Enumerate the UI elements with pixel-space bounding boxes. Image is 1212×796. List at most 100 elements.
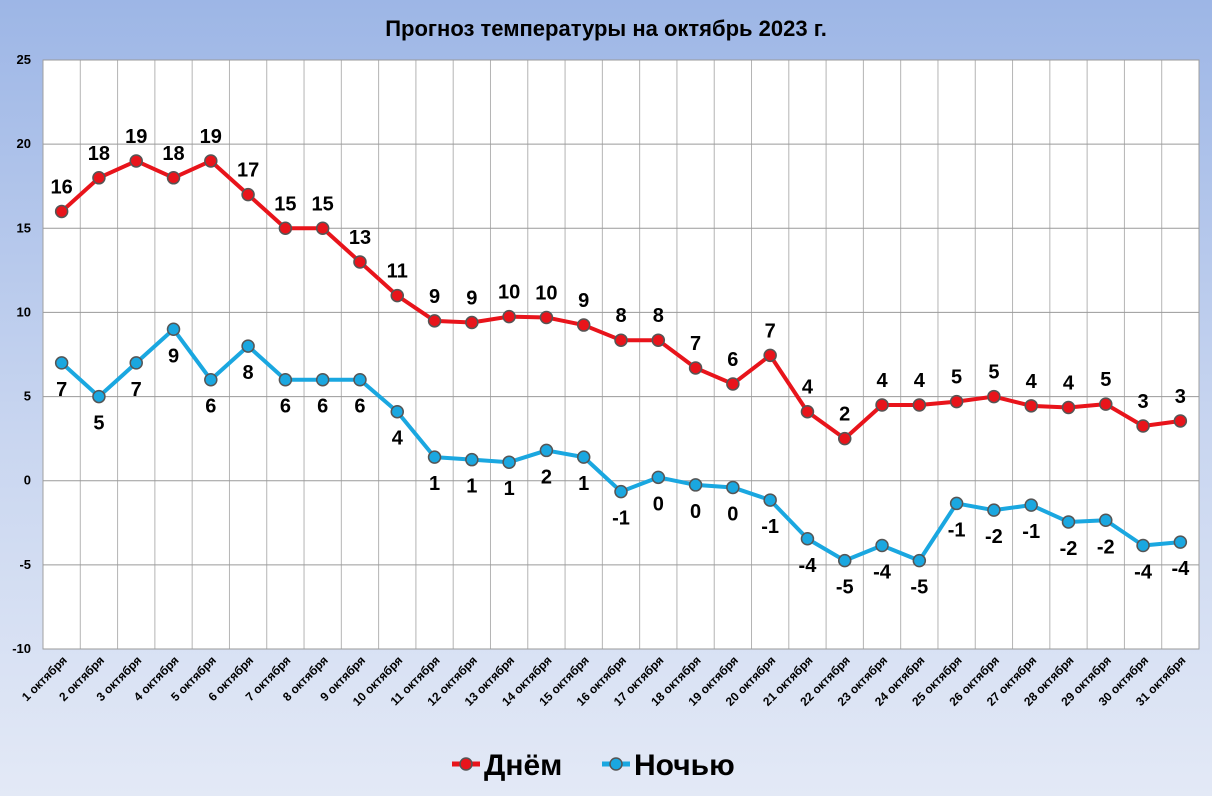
data-point (949, 496, 964, 511)
data-label: 6 (317, 396, 328, 418)
legend: Днём Ночью (452, 749, 735, 782)
data-point (800, 404, 815, 419)
legend-marker (609, 757, 623, 771)
data-label: 7 (131, 379, 142, 401)
data-label: 4 (876, 370, 888, 392)
data-label: 4 (802, 377, 814, 399)
chart-title: Прогноз температуры на октябрь 2023 г. (385, 16, 827, 41)
data-point (763, 348, 777, 363)
legend-label: Днём (484, 749, 562, 782)
data-label: 19 (200, 126, 222, 148)
data-label: 7 (765, 320, 776, 342)
data-label: -1 (761, 516, 779, 538)
data-label: 0 (653, 493, 664, 515)
y-tick-label: 20 (17, 136, 31, 151)
data-point (726, 377, 740, 391)
data-label: -2 (1097, 536, 1115, 558)
data-point (353, 255, 367, 269)
data-point (614, 333, 628, 347)
data-label: 19 (125, 126, 147, 148)
y-tick-label: 25 (17, 52, 31, 67)
data-point (427, 314, 442, 328)
data-point (688, 478, 703, 492)
data-point (1136, 419, 1150, 433)
data-label: -1 (612, 508, 630, 530)
data-label: 16 (51, 176, 73, 198)
data-label: 10 (498, 282, 520, 304)
data-point (987, 389, 1001, 404)
data-point (1024, 399, 1038, 413)
data-label: 15 (274, 193, 296, 215)
data-point (1099, 397, 1113, 411)
data-label: 4 (914, 370, 926, 392)
y-tick-label: 10 (17, 304, 31, 319)
data-label: -4 (1134, 562, 1153, 584)
data-label: 3 (1138, 391, 1149, 413)
data-point (390, 288, 405, 303)
data-label: 9 (168, 345, 179, 367)
data-label: 5 (951, 367, 962, 389)
data-point (353, 372, 367, 387)
data-label: -2 (1060, 538, 1078, 560)
data-label: 1 (504, 478, 515, 500)
legend-label: Ночью (634, 749, 735, 782)
data-label: 8 (653, 305, 664, 327)
data-label: -2 (985, 526, 1003, 548)
data-label: 7 (56, 379, 67, 401)
data-label: -1 (948, 519, 966, 541)
data-point (166, 322, 181, 337)
data-label: 18 (88, 143, 110, 165)
data-point (688, 361, 703, 375)
data-point (726, 480, 740, 495)
data-label: 9 (429, 286, 440, 308)
data-point (800, 532, 815, 546)
data-point (315, 372, 330, 387)
data-label: 5 (1100, 369, 1111, 391)
data-point (502, 455, 516, 469)
data-label: -4 (873, 562, 892, 584)
data-point (92, 171, 106, 185)
data-point (949, 394, 964, 409)
data-point (1173, 535, 1188, 549)
data-label: 10 (535, 282, 557, 304)
data-point (912, 553, 927, 568)
data-point (1061, 515, 1076, 529)
data-point (651, 333, 666, 347)
data-point (576, 318, 591, 332)
y-tick-label: 15 (17, 220, 31, 235)
data-point (837, 553, 852, 568)
y-axis: 25 20 15 10 5 0 -5 -10 (12, 52, 31, 656)
data-label: 7 (690, 333, 701, 355)
data-point (1024, 498, 1038, 512)
data-point (465, 315, 479, 330)
data-point (129, 356, 143, 370)
data-label: 4 (1063, 373, 1075, 395)
data-point (651, 470, 666, 485)
data-label: 6 (727, 349, 738, 371)
data-point (54, 356, 69, 370)
gridlines (43, 59, 1199, 650)
data-point (427, 450, 442, 464)
series-layer (54, 154, 1188, 568)
data-point (1136, 538, 1150, 553)
data-point (1061, 400, 1076, 415)
data-point (875, 398, 889, 412)
data-label: 1 (466, 476, 477, 498)
data-label: 6 (280, 396, 291, 418)
data-point (1099, 513, 1113, 528)
data-label: -5 (910, 577, 928, 599)
data-label: 15 (312, 193, 334, 215)
data-point (539, 443, 554, 458)
data-point (129, 154, 143, 168)
data-label: 18 (162, 143, 184, 165)
data-label: 4 (392, 428, 404, 450)
data-point (204, 372, 218, 387)
data-label: 4 (1026, 371, 1038, 393)
data-label: -5 (836, 577, 854, 599)
data-label: 2 (541, 466, 552, 488)
data-label: -4 (1171, 558, 1190, 580)
plot-area (42, 59, 1200, 650)
